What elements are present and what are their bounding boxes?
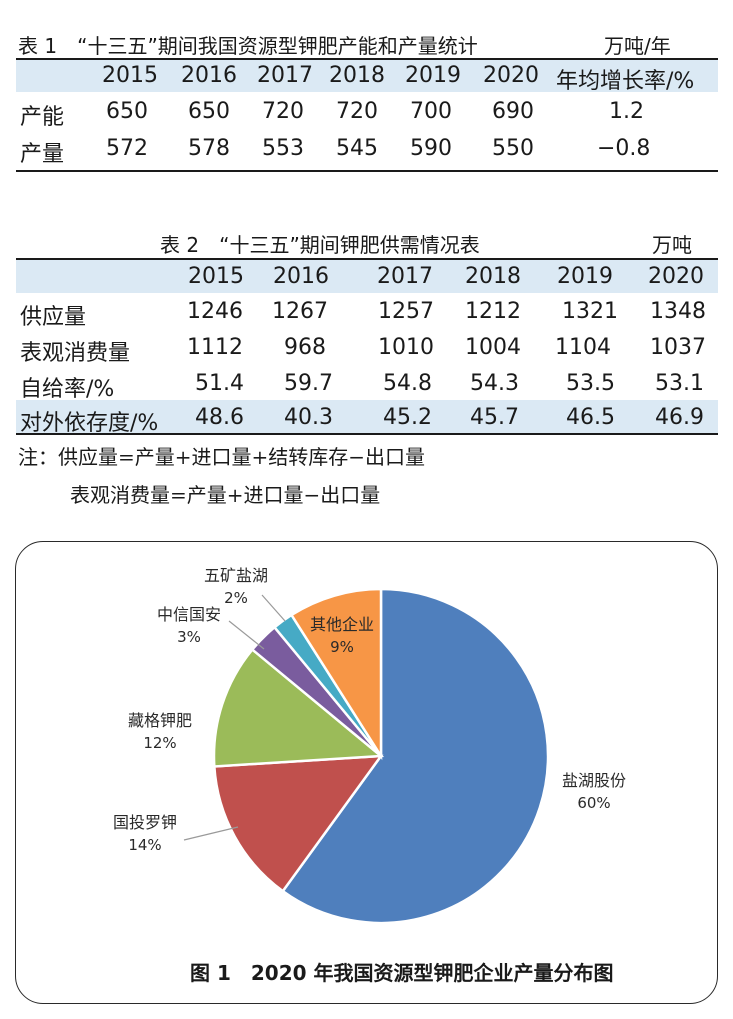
table2-cell: 1257: [378, 299, 434, 324]
table2-row-label: 对外依存度/%: [20, 411, 159, 436]
table1-cell: 700: [410, 99, 452, 124]
leader-line: [228, 620, 265, 650]
table2-unit: 万吨: [652, 233, 692, 257]
table1-col-2015: 2015: [102, 63, 158, 88]
table2-cell: 46.9: [655, 405, 704, 430]
table2-cell: 1321: [562, 299, 618, 324]
table2-col-2018: 2018: [465, 264, 521, 289]
table1-row-label: 产能: [20, 105, 65, 130]
slice-value-label: 2%: [224, 589, 248, 607]
table1-cell: 550: [492, 136, 534, 161]
table2-cell: 1004: [465, 335, 521, 360]
table1-header-band: [16, 60, 718, 92]
table2-col-2019: 2019: [557, 264, 613, 289]
table1-cell: 720: [262, 99, 304, 124]
slice-value-label: 3%: [177, 628, 201, 646]
table1-cell: 578: [188, 136, 230, 161]
pie-slice: [289, 587, 383, 761]
table1-cell: 1.2: [609, 99, 644, 124]
table2-cell: 40.3: [284, 405, 333, 430]
slice-value-label: 14%: [128, 836, 161, 854]
table2-header-band: [16, 260, 718, 293]
slice-label: 国投罗钾: [113, 813, 177, 832]
table2-cell: 1112: [187, 335, 243, 360]
table2-cell: 1010: [378, 335, 434, 360]
table2-cell: 45.2: [383, 405, 432, 430]
table1-col-2020: 2020: [483, 63, 539, 88]
pie-slice: [212, 647, 385, 768]
table1-top-rule: [16, 58, 718, 60]
table1-cell: 650: [188, 99, 230, 124]
table2-cell: 1246: [187, 299, 243, 324]
table2-row-label: 表观消费量: [20, 341, 131, 366]
table2-title: 表 2 “十三五”期间钾肥供需情况表: [160, 233, 480, 257]
leader-line: [183, 826, 239, 841]
table2-cell: 1104: [555, 335, 611, 360]
slice-label: 中信国安: [157, 605, 221, 624]
table2-top-rule: [16, 258, 718, 260]
table2-row-label: 自给率/%: [20, 377, 115, 402]
table1-cell: 553: [262, 136, 304, 161]
table2-cell: 54.3: [470, 371, 519, 396]
table2-cell: 53.5: [566, 371, 615, 396]
table1-col-2016: 2016: [181, 63, 237, 88]
table2-cell: 59.7: [284, 371, 333, 396]
table1-row-label: 产量: [20, 142, 65, 167]
table2-row-label: 供应量: [20, 305, 87, 330]
figure-frame: [15, 541, 718, 1004]
table2-cell: 968: [284, 335, 326, 360]
pie-slice: [213, 754, 384, 893]
table2-highlight-band: [16, 400, 718, 433]
table2-cell: 1267: [272, 299, 328, 324]
leader-line: [261, 594, 286, 622]
figure-caption: 图 1 2020 年我国资源型钾肥企业产量分布图: [190, 961, 614, 985]
table1-col-2019: 2019: [405, 63, 461, 88]
table1-col-2018: 2018: [329, 63, 385, 88]
slice-label: 藏格钾肥: [128, 711, 192, 730]
table2-cell: 54.8: [383, 371, 432, 396]
table2-col-2016: 2016: [273, 264, 329, 289]
slice-label: 五矿盐湖: [204, 566, 268, 585]
slice-value-label: 60%: [577, 794, 610, 812]
table2-col-2017: 2017: [377, 264, 433, 289]
table1-col-2017: 2017: [257, 63, 313, 88]
slice-label: 盐湖股份: [562, 771, 626, 790]
table1-title: 表 1 “十三五”期间我国资源型钾肥产能和产量统计: [18, 34, 478, 58]
table1-cell: 720: [336, 99, 378, 124]
slice-value-label: 9%: [330, 638, 354, 656]
table2-col-2020: 2020: [648, 264, 704, 289]
table2-cell: 46.5: [566, 405, 615, 430]
slice-label: 其他企业: [310, 615, 374, 634]
pie-slice: [281, 587, 550, 925]
table2-col-2015: 2015: [188, 264, 244, 289]
table2-cell: 48.6: [195, 405, 244, 430]
table2-cell: 53.1: [655, 371, 704, 396]
table1-cell: 690: [492, 99, 534, 124]
table2-cell: 1348: [650, 299, 706, 324]
table2-note-1: 注：供应量=产量+进口量+结转库存−出口量: [18, 445, 426, 469]
slice-value-label: 12%: [143, 734, 176, 752]
table2-cell: 1212: [465, 299, 521, 324]
table1-cell: −0.8: [597, 136, 651, 161]
table2-note-2: 表观消费量=产量+进口量−出口量: [70, 483, 381, 507]
table1-cell: 545: [336, 136, 378, 161]
table1-cell: 572: [106, 136, 148, 161]
table2-cell: 51.4: [195, 371, 244, 396]
table1-cell: 590: [410, 136, 452, 161]
table1-col-growth: 年均增长率/%: [556, 69, 695, 94]
table2-cell: 1037: [650, 335, 706, 360]
table1-cell: 650: [106, 99, 148, 124]
table1-bottom-rule: [16, 170, 718, 172]
table1-unit: 万吨/年: [604, 34, 671, 58]
table2-bottom-rule: [16, 433, 718, 435]
table2-cell: 45.7: [470, 405, 519, 430]
